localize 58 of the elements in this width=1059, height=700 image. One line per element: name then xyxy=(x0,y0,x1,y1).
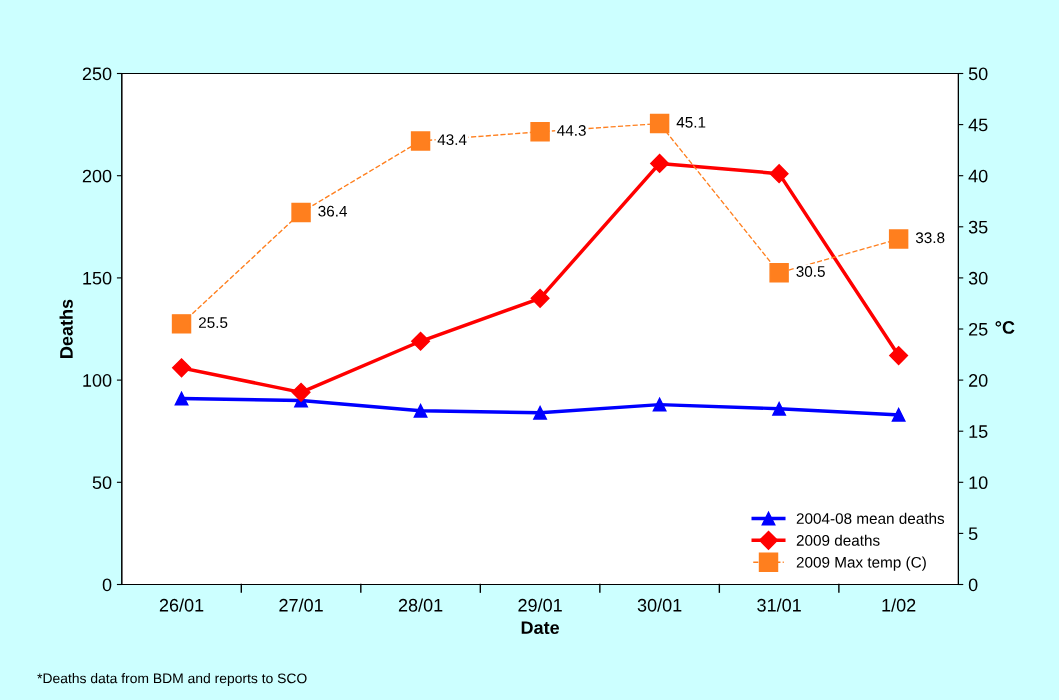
y-tick-label: 250 xyxy=(82,67,112,81)
y-axis-title: Deaths xyxy=(59,299,73,358)
y-tick-label: 50 xyxy=(92,476,112,490)
y2-tick-label: 25 xyxy=(969,322,988,336)
x-tick-label: 30/01 xyxy=(637,598,682,612)
y2-tick-label: 0 xyxy=(968,578,978,592)
y-tick-label: 200 xyxy=(82,169,112,183)
y2-tick-label: 40 xyxy=(968,169,988,183)
point xyxy=(769,164,789,184)
x-tick-label: 26/01 xyxy=(159,598,204,612)
x-tick-label: 31/01 xyxy=(757,598,801,612)
data-label: 33.8 xyxy=(915,232,945,244)
data-label: 30.5 xyxy=(796,266,825,277)
data-label: 43.4 xyxy=(437,134,467,146)
legend-label: 2009 deaths xyxy=(796,534,880,546)
legend-label: 2004-08 mean deaths xyxy=(796,512,945,524)
y2-tick-label: 30 xyxy=(968,271,988,285)
y2-tick-label: 10 xyxy=(969,476,988,490)
point xyxy=(530,122,550,142)
point xyxy=(174,391,189,406)
data-label: 45.1 xyxy=(676,117,706,128)
x-axis-title: Date xyxy=(521,621,560,635)
x-tick-label: 27/01 xyxy=(279,598,323,612)
legend-label: 2009 Max temp (C) xyxy=(796,556,926,571)
point xyxy=(652,397,667,412)
x-tick-label: 1/02 xyxy=(882,598,916,612)
y2-tick-label: 50 xyxy=(968,67,988,81)
x-tick-label: 29/01 xyxy=(518,598,562,612)
point xyxy=(291,382,311,402)
point xyxy=(411,331,431,351)
point xyxy=(772,401,787,416)
point xyxy=(891,407,906,422)
point xyxy=(769,263,789,283)
y2-tick-label: 15 xyxy=(969,425,988,438)
data-label: 25.5 xyxy=(198,317,228,328)
x-tick-label: 28/01 xyxy=(398,598,443,612)
y2-axis-title: °C xyxy=(995,321,1015,334)
point xyxy=(649,113,670,134)
data-label: 36.4 xyxy=(318,205,348,217)
data-label: 44.3 xyxy=(557,125,586,136)
point xyxy=(171,314,192,334)
point xyxy=(410,131,431,151)
point xyxy=(650,153,670,173)
point xyxy=(413,403,428,418)
y-tick-label: 0 xyxy=(102,578,112,592)
point xyxy=(291,202,311,223)
point xyxy=(533,405,548,420)
point xyxy=(889,346,909,366)
y2-tick-label: 35 xyxy=(968,220,988,234)
y-tick-label: 100 xyxy=(83,374,112,387)
y-tick-label: 150 xyxy=(83,271,112,285)
y2-tick-label: 45 xyxy=(968,118,988,132)
y2-tick-label: 5 xyxy=(968,527,978,541)
point xyxy=(172,358,192,378)
text: *Deaths data from BDM and reports to SCO xyxy=(37,673,307,686)
point xyxy=(530,288,550,308)
y2-tick-label: 20 xyxy=(969,374,988,387)
point xyxy=(888,229,909,249)
